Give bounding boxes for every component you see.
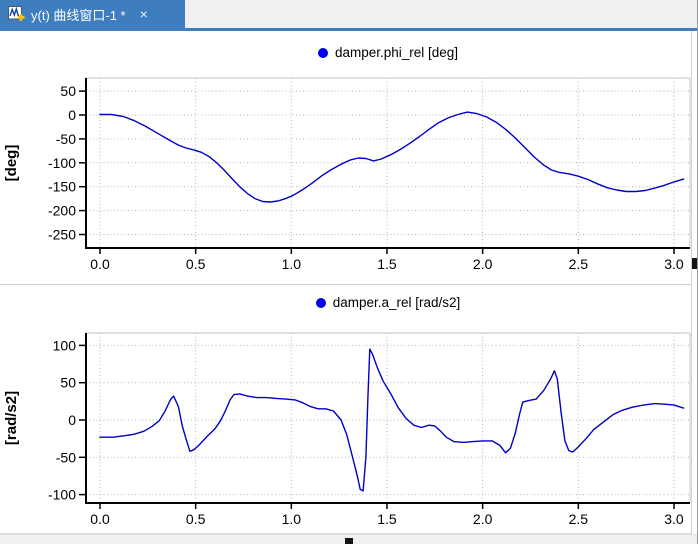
- curve-damper.phi_rel: [99, 111, 685, 203]
- right-gutter: [692, 31, 697, 534]
- svg-text:0.5: 0.5: [186, 256, 206, 272]
- svg-text:0: 0: [68, 107, 76, 123]
- svg-text:2.0: 2.0: [473, 511, 493, 527]
- tab-curve-window[interactable]: y(t) 曲线窗口-1 * ×: [0, 0, 185, 28]
- svg-text:100: 100: [53, 337, 77, 353]
- svg-text:1.0: 1.0: [282, 511, 302, 527]
- svg-text:3.0: 3.0: [664, 511, 684, 527]
- plot-canvas-a-rel: 100 50 0 -50 -100 0.0 0.5 1.0 1.5 2.0 2.5 3.0 [rad/s…: [3, 332, 691, 527]
- splitter-grip-bottom[interactable]: [345, 538, 353, 544]
- legend-marker-icon: [317, 47, 328, 58]
- svg-text:2.0: 2.0: [473, 256, 493, 272]
- chart-pane-phi-rel: 50 0 -50 -100 -150 -200 -250 0.0 0.5 1.0 1.5 2.0 2.5…: [0, 31, 692, 285]
- chart-pane-a-rel: 100 50 0 -50 -100 0.0 0.5 1.0 1.5 2.0 2.5 3.0 [rad/s…: [0, 285, 692, 534]
- svg-text:1.0: 1.0: [282, 256, 302, 272]
- svg-text:-50: -50: [56, 449, 76, 465]
- svg-text:-100: -100: [48, 487, 76, 503]
- svg-text:[rad/s2]: [rad/s2]: [3, 391, 20, 445]
- svg-text:-250: -250: [48, 227, 76, 243]
- curve-damper.a_rel: [99, 348, 685, 492]
- tab-close-icon[interactable]: ×: [139, 6, 148, 22]
- svg-text:1.5: 1.5: [377, 256, 397, 272]
- svg-text:0.0: 0.0: [90, 256, 110, 272]
- svg-text:-200: -200: [48, 203, 76, 219]
- svg-text:50: 50: [60, 375, 76, 391]
- tab-label: y(t) 曲线窗口-1 *: [31, 7, 126, 23]
- svg-text:0.0: 0.0: [90, 511, 110, 527]
- chart-title-text: damper.a_rel [rad/s2]: [332, 295, 461, 310]
- svg-text:2.5: 2.5: [569, 511, 589, 527]
- svg-text:1.5: 1.5: [377, 511, 397, 527]
- tab-bar: y(t) 曲线窗口-1 * ×: [0, 0, 697, 31]
- svg-text:2.5: 2.5: [569, 256, 589, 272]
- splitter-grip-right[interactable]: [692, 258, 697, 269]
- curve-window-icon: [8, 6, 25, 22]
- legend-marker-icon: [315, 297, 326, 308]
- svg-text:-150: -150: [48, 179, 76, 195]
- plot-canvas-phi-rel: 50 0 -50 -100 -150 -200 -250 0.0 0.5 1.0 1.5 2.0 2.5…: [3, 77, 691, 272]
- chart-title-text: damper.phi_rel [deg]: [334, 45, 459, 60]
- chart-title-phi-rel: damper.phi_rel [deg]: [86, 45, 690, 60]
- svg-text:3.0: 3.0: [664, 256, 684, 272]
- svg-text:-100: -100: [48, 155, 76, 171]
- svg-text:0.5: 0.5: [186, 511, 206, 527]
- svg-text:-50: -50: [56, 131, 76, 147]
- svg-text:[deg]: [deg]: [3, 145, 20, 182]
- svg-text:50: 50: [60, 83, 76, 99]
- svg-text:0: 0: [68, 412, 76, 428]
- chart-title-a-rel: damper.a_rel [rad/s2]: [86, 295, 690, 310]
- bottom-bar: [0, 534, 697, 544]
